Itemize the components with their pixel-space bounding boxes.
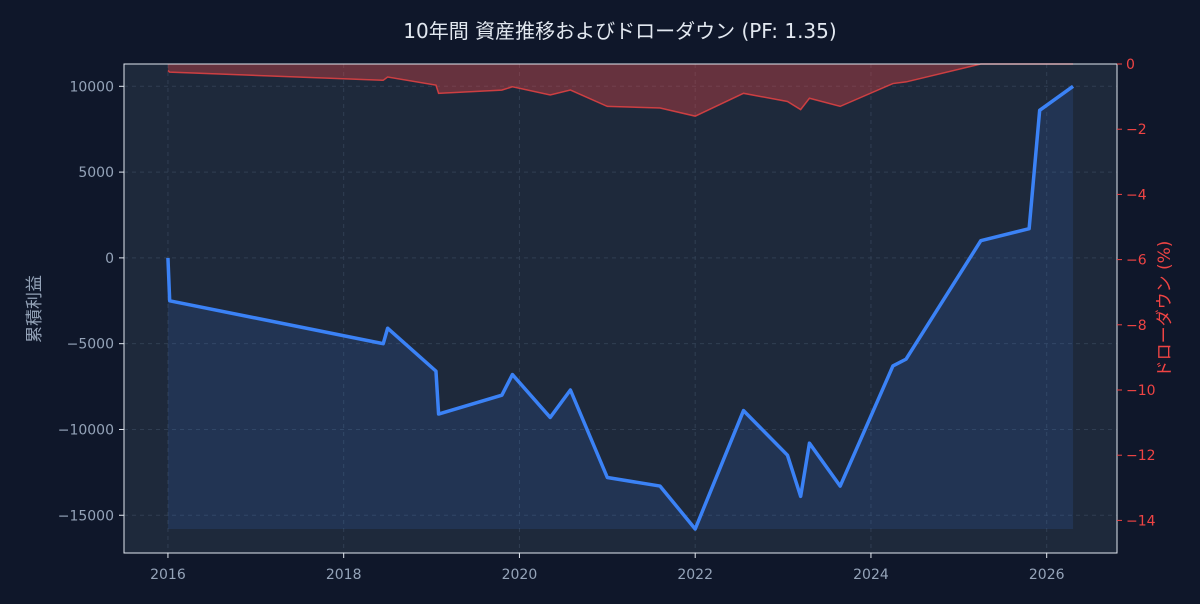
- right-tick-label: −14: [1126, 513, 1156, 529]
- left-tick-label: 10000: [69, 79, 114, 95]
- right-tick-label: −10: [1126, 383, 1156, 399]
- equity-area-fill: [167, 86, 1074, 529]
- axes: 2016 2018 2020 2022 2024 2026 10000 5000 0 −5000 −…: [58, 57, 1156, 583]
- plot-frame: [123, 63, 1118, 554]
- right-tick-label: −2: [1126, 122, 1147, 138]
- x-tick-label: 2024: [853, 567, 889, 583]
- chart-title: 10年間 資産推移およびドローダウン (PF: 1.35): [403, 19, 836, 43]
- left-tick-label: 5000: [78, 165, 114, 181]
- grid-lines: [124, 64, 1117, 553]
- left-tick-label: −5000: [67, 337, 114, 353]
- right-tick-label: −12: [1126, 448, 1156, 464]
- right-tick-label: −8: [1126, 318, 1147, 334]
- right-tick-label: 0: [1126, 57, 1135, 73]
- left-tick-label: 0: [105, 251, 114, 267]
- x-tick-label: 2020: [502, 567, 538, 583]
- left-axis-label: 累積利益: [25, 275, 45, 343]
- left-tick-label: −15000: [58, 508, 114, 524]
- plot-area: [124, 64, 1117, 553]
- x-tick-label: 2018: [326, 567, 362, 583]
- series-lines: [166, 63, 1075, 531]
- x-tick-label: 2022: [677, 567, 713, 583]
- x-tick-label: 2026: [1029, 567, 1065, 583]
- right-tick-label: −4: [1126, 187, 1147, 203]
- right-tick-label: −6: [1126, 253, 1147, 269]
- left-tick-label: −10000: [58, 422, 114, 438]
- x-tick-label: 2016: [150, 567, 186, 583]
- right-axis-label: ドローダウン (%): [1155, 241, 1175, 378]
- drawdown-line: [167, 63, 1074, 117]
- equity-line: [166, 84, 1075, 531]
